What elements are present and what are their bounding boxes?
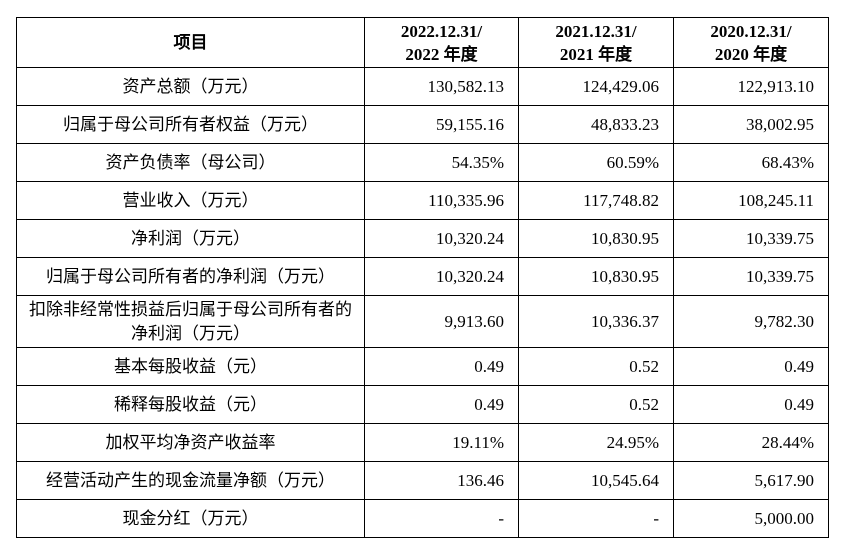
- table-row: 净利润（万元） 10,320.24 10,830.95 10,339.75: [16, 219, 829, 258]
- cell-value: 117,748.82: [518, 181, 674, 220]
- row-label: 净利润（万元）: [16, 219, 365, 258]
- cell-value: 0.49: [673, 347, 829, 386]
- cell-value: 24.95%: [518, 423, 674, 462]
- table-row: 加权平均净资产收益率 19.11% 24.95% 28.44%: [16, 423, 829, 462]
- cell-value: 59,155.16: [364, 105, 519, 144]
- cell-value: 130,582.13: [364, 67, 519, 106]
- cell-value: 0.49: [364, 385, 519, 424]
- table-row: 资产负债率（母公司） 54.35% 60.59% 68.43%: [16, 143, 829, 182]
- table-row: 营业收入（万元） 110,335.96 117,748.82 108,245.11: [16, 181, 829, 220]
- cell-value: 54.35%: [364, 143, 519, 182]
- cell-value: 10,320.24: [364, 257, 519, 296]
- cell-value: -: [518, 499, 674, 538]
- header-row: 项目 2022.12.31/2022 年度 2021.12.31/2021 年度…: [16, 17, 829, 68]
- table-row: 现金分红（万元） - -5,000.00: [16, 499, 829, 538]
- header-date: 2022.12.31/: [400, 21, 483, 41]
- header-year: 2022 年度: [405, 44, 478, 64]
- cell-value: 10,339.75: [673, 219, 829, 258]
- header-date: 2021.12.31/: [555, 21, 637, 41]
- row-label: 基本每股收益（元）: [16, 347, 365, 386]
- table-row: 稀释每股收益（元） 0.49 0.52 0.49: [16, 385, 829, 424]
- header-2020: 2020.12.31/2020 年度: [673, 17, 829, 68]
- cell-value: 124,429.06: [518, 67, 674, 106]
- cell-value: 10,830.95: [518, 219, 674, 258]
- table-row: 归属于母公司所有者的净利润（万元） 10,320.24 10,830.95 10,33…: [16, 257, 829, 296]
- table-row: 扣除非经常性损益后归属于母公司所有者的净利润（万元） 9,913.60 10,336…: [16, 295, 829, 348]
- cell-value: 68.43%: [673, 143, 829, 182]
- row-label: 营业收入（万元）: [16, 181, 365, 220]
- cell-value: 0.49: [364, 347, 519, 386]
- row-label: 归属于母公司所有者权益（万元）: [16, 105, 365, 144]
- table-row: 资产总额（万元） 130,582.13 124,429.06 122,913.10: [16, 67, 829, 106]
- cell-value: 10,336.37: [518, 295, 674, 348]
- row-label: 资产总额（万元）: [16, 67, 365, 106]
- cell-value: -: [364, 499, 519, 538]
- cell-value: 10,320.24: [364, 219, 519, 258]
- cell-value: 28.44%: [673, 423, 829, 462]
- cell-value: 19.11%: [364, 423, 519, 462]
- header-year: 2021 年度: [559, 44, 633, 64]
- table-row: 基本每股收益（元） 0.49 0.52 0.49: [16, 347, 829, 386]
- header-item: 项目: [16, 17, 365, 68]
- header-year: 2020 年度: [714, 44, 788, 64]
- table-row: 归属于母公司所有者权益（万元） 59,155.16 48,833.23 38,002.…: [16, 105, 829, 144]
- header-date: 2020.12.31/: [710, 21, 792, 41]
- cell-value: 122,913.10: [673, 67, 829, 106]
- cell-value: 48,833.23: [518, 105, 674, 144]
- header-2022: 2022.12.31/2022 年度: [364, 17, 519, 68]
- cell-value: 10,545.64: [518, 461, 674, 500]
- cell-value: 9,913.60: [364, 295, 519, 348]
- cell-value: 0.52: [518, 347, 674, 386]
- cell-value: 108,245.11: [673, 181, 829, 220]
- cell-value: 5,617.90: [673, 461, 829, 500]
- financial-summary-table: 项目 2022.12.31/2022 年度 2021.12.31/2021 年度…: [16, 17, 829, 538]
- cell-value: 9,782.30: [673, 295, 829, 348]
- row-label: 稀释每股收益（元）: [16, 385, 365, 424]
- row-label: 经营活动产生的现金流量净额（万元）: [16, 461, 365, 500]
- cell-value: 10,830.95: [518, 257, 674, 296]
- cell-value: 136.46: [364, 461, 519, 500]
- cell-value: 110,335.96: [364, 181, 519, 220]
- cell-value: 60.59%: [518, 143, 674, 182]
- header-item-label: 项目: [173, 33, 208, 52]
- row-label: 现金分红（万元）: [16, 499, 365, 538]
- cell-value: 0.52: [518, 385, 674, 424]
- header-2021: 2021.12.31/2021 年度: [518, 17, 674, 68]
- cell-value: 38,002.95: [673, 105, 829, 144]
- row-label: 扣除非经常性损益后归属于母公司所有者的净利润（万元）: [16, 295, 365, 348]
- row-label: 资产负债率（母公司）: [16, 143, 365, 182]
- cell-value: 10,339.75: [673, 257, 829, 296]
- cell-value: 0.49: [673, 385, 829, 424]
- cell-value: 5,000.00: [673, 499, 829, 538]
- row-label: 加权平均净资产收益率: [16, 423, 365, 462]
- table-row: 经营活动产生的现金流量净额（万元） 136.46 10,545.64 5,617.90: [16, 461, 829, 500]
- row-label: 归属于母公司所有者的净利润（万元）: [16, 257, 365, 296]
